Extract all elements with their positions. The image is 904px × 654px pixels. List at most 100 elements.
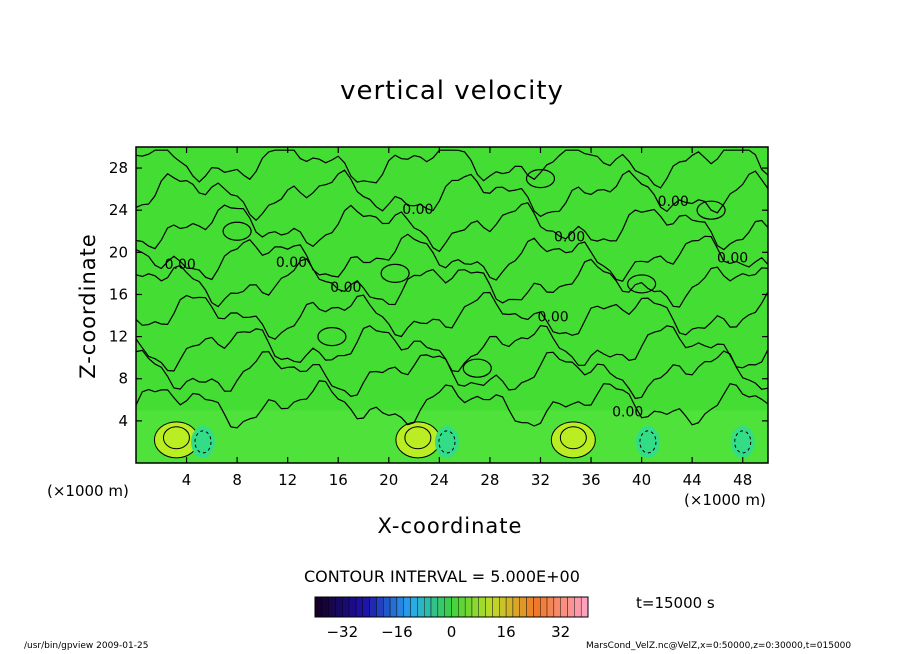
updraft-contour-inner-0 (162, 426, 190, 450)
closed-contour-cell (317, 327, 347, 347)
zero-contour-line (135, 149, 769, 189)
colorbar-swatch (383, 596, 391, 618)
colorbar-swatch (464, 596, 473, 618)
zero-contour-line (135, 258, 769, 308)
colorbar-swatch (499, 596, 507, 618)
colorbar-swatch (355, 596, 363, 618)
colorbar-swatch (471, 596, 480, 618)
colorbar-swatch (505, 596, 514, 618)
zero-contour-line (135, 202, 769, 253)
colorbar-swatch (328, 596, 336, 618)
contour-label: 0.00 (165, 257, 196, 273)
updraft-contour-inner-2 (559, 426, 587, 450)
closed-contour-cell (626, 274, 657, 294)
closed-contour-cell (222, 221, 252, 241)
colorbar-swatch (580, 596, 589, 618)
contour-interval-label: CONTOUR INTERVAL = 5.000E+00 (304, 567, 580, 586)
x-tick-label: 16 (329, 471, 348, 489)
y-tick-label: 4 (118, 412, 128, 430)
zero-contour-line (135, 325, 769, 373)
closed-contour-cell (525, 169, 556, 189)
colorbar-swatch (396, 596, 404, 618)
zero-contour-line (135, 349, 769, 400)
x-tick-label: 12 (278, 471, 297, 489)
colorbar-swatch (362, 596, 370, 618)
x-tick-label: 4 (182, 471, 192, 489)
x-axis-unit: (×1000 m) (684, 491, 766, 509)
colorbar-swatch (540, 596, 548, 618)
time-label: t=15000 s (636, 594, 715, 612)
colorbar-swatch (321, 596, 329, 618)
colorbar-swatch (348, 596, 357, 618)
y-axis-unit: (×1000 m) (47, 482, 129, 500)
x-tick-label: 32 (531, 471, 550, 489)
x-tick-label: 40 (632, 471, 651, 489)
colorbar-swatch (485, 596, 493, 618)
downdraft-contour-1 (438, 430, 456, 454)
x-tick-label: 48 (733, 471, 752, 489)
colorbar-swatch (492, 596, 500, 618)
colorbar-swatch (512, 596, 520, 618)
colorbar-swatch (458, 596, 466, 618)
updraft-contour-inner-1 (404, 426, 432, 450)
colorbar-swatch (519, 596, 527, 618)
updraft-core-2 (551, 421, 596, 458)
colorbar-frame (314, 596, 589, 618)
y-tick-label: 16 (109, 285, 128, 303)
y-tick-label: 8 (118, 370, 128, 388)
contour-label: 0.00 (330, 280, 361, 296)
colorbar-swatch (410, 596, 418, 618)
colorbar-swatch (444, 596, 452, 618)
contour-label: 0.00 (276, 255, 307, 271)
colorbar-swatch (335, 596, 343, 618)
contour-label: 0.00 (717, 251, 748, 267)
contour-label: 0.00 (554, 230, 585, 246)
colorbar-swatch (376, 596, 384, 618)
downdraft-contour-3 (734, 430, 752, 454)
colorbar-swatch (478, 596, 486, 618)
downdraft-contour-0 (194, 430, 212, 454)
y-tick-label: 20 (109, 243, 128, 261)
closed-contour-cell (462, 358, 492, 378)
colorbar-tick-label: −16 (381, 623, 413, 641)
colorbar-swatch (342, 596, 350, 618)
x-tick-label: 36 (581, 471, 600, 489)
colorbar-tick-label: 0 (447, 623, 457, 641)
colorbar-swatch (560, 596, 568, 618)
colorbar-tick-label: 32 (551, 623, 570, 641)
colorbar-swatch (430, 596, 439, 618)
colorbar-swatch (424, 596, 432, 618)
y-tick-label: 24 (109, 201, 128, 219)
x-tick-label: 28 (480, 471, 499, 489)
zero-contour-line (135, 380, 769, 429)
x-tick-label: 24 (430, 471, 449, 489)
x-tick-label: 20 (379, 471, 398, 489)
contour-label: 0.00 (612, 404, 643, 420)
downdraft-contour-2 (639, 430, 657, 454)
x-tick-label: 44 (683, 471, 702, 489)
colorbar-swatch (389, 596, 398, 618)
updraft-core-0 (154, 421, 199, 458)
colorbar-swatch (437, 596, 445, 618)
y-tick-label: 12 (109, 328, 128, 346)
colorbar-swatch (546, 596, 555, 618)
zero-contour-line (135, 291, 769, 340)
footer-program-date: /usr/bin/gpview 2009-01-25 (24, 641, 149, 651)
colorbar-swatch (567, 596, 575, 618)
zero-contour-line (135, 233, 769, 282)
x-tick-label: 8 (232, 471, 242, 489)
colorbar-swatch (403, 596, 411, 618)
y-axis-label: Z-coordinate (76, 233, 100, 379)
closed-contour-cell (380, 263, 410, 283)
contour-label: 0.00 (402, 202, 433, 218)
colorbar-swatch (533, 596, 541, 618)
contour-label: 0.00 (658, 194, 689, 210)
chart-title: vertical velocity (340, 76, 564, 106)
y-tick-label: 28 (109, 159, 128, 177)
colorbar-tick-label: 16 (497, 623, 516, 641)
contour-label: 0.00 (538, 310, 569, 326)
colorbar-swatch (369, 596, 377, 618)
x-axis-label: X-coordinate (377, 514, 523, 538)
closed-contour-cell (696, 200, 726, 220)
